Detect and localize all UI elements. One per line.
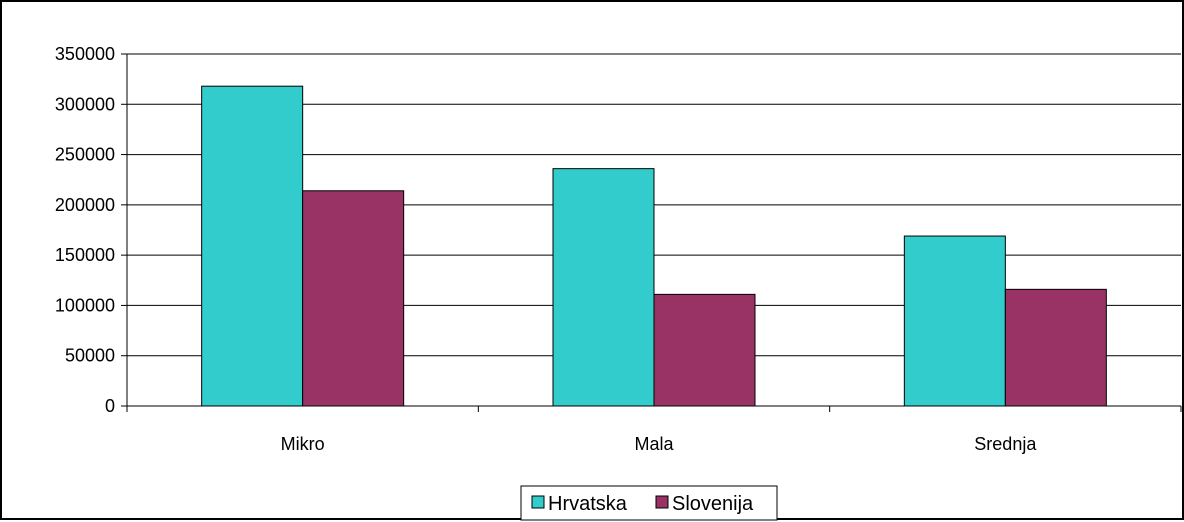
bar-hrvatska-mikro: [201, 85, 304, 407]
x-tick-label-mikro: Mikro: [281, 434, 325, 454]
legend-box: [520, 485, 778, 521]
x-tick-label-srednja: Srednja: [974, 434, 1037, 454]
y-tick-label: 300000: [55, 94, 115, 114]
bar-slovenija-mala: [653, 293, 756, 407]
y-tick-label: 250000: [55, 145, 115, 165]
y-tick-label: 350000: [55, 44, 115, 64]
legend: Hrvatska Slovenija: [520, 485, 778, 521]
legend-swatch-slovenija: [655, 495, 669, 509]
bar-slovenija-srednja: [1004, 288, 1107, 407]
legend-label-hrvatska: Hrvatska: [548, 493, 628, 515]
legend-swatch-hrvatska: [531, 495, 545, 509]
y-axis-tick-labels: 0 50000 100000 150000 200000 250000 300000 3500…: [55, 44, 115, 416]
bar-hrvatska-mala: [552, 168, 655, 407]
x-tick-label-mala: Mala: [634, 434, 674, 454]
y-tick-label: 0: [105, 396, 115, 416]
axes: [121, 53, 1182, 412]
y-tick-label: 150000: [55, 245, 115, 265]
bar-slovenija-mikro: [302, 190, 405, 407]
legend-label-slovenija: Slovenija: [672, 493, 754, 515]
y-tick-label: 200000: [55, 195, 115, 215]
x-axis-tick-labels: Mikro Mala Srednja: [281, 434, 1038, 454]
bar-hrvatska-srednja: [903, 235, 1006, 407]
bars: [201, 85, 1107, 407]
y-tick-label: 100000: [55, 295, 115, 315]
y-tick-label: 50000: [65, 346, 115, 366]
